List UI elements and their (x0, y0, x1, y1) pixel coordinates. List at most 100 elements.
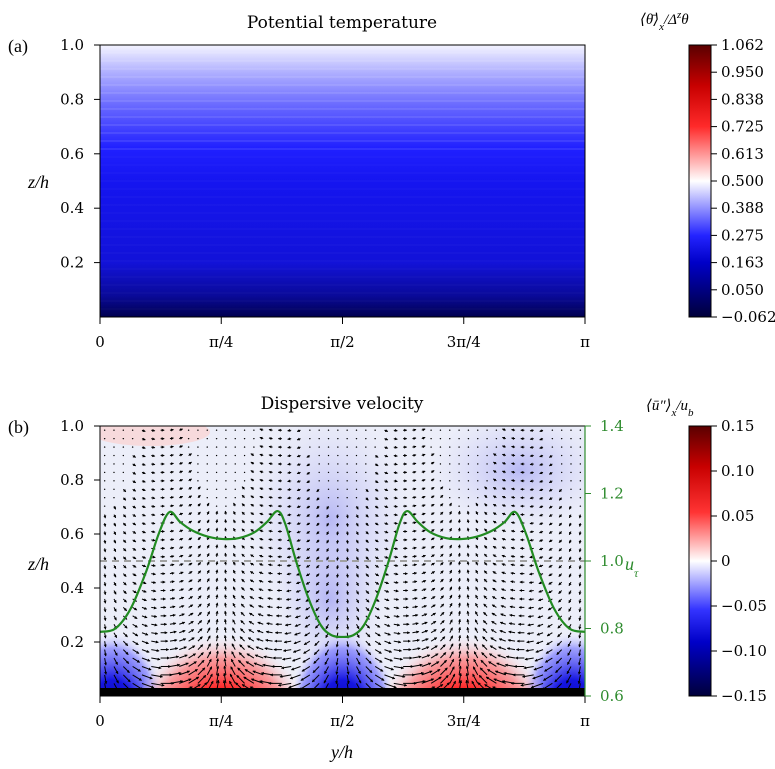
velocity-vector (290, 665, 301, 671)
velocity-vector (412, 571, 418, 575)
velocity-vector (122, 657, 130, 664)
velocity-vector (475, 578, 479, 583)
velocity-vector (365, 649, 372, 655)
velocity-vector (216, 679, 220, 692)
colorbar-tick-label: −0.15 (721, 687, 767, 705)
velocity-vector (141, 513, 146, 517)
velocity-vector (188, 562, 193, 566)
velocity-vector (482, 636, 488, 642)
velocity-vector (356, 683, 362, 694)
velocity-vector (262, 663, 273, 667)
velocity-vector (374, 471, 379, 475)
velocity-vector (215, 602, 219, 608)
velocity-vector (188, 545, 193, 549)
velocity-vector (421, 521, 426, 525)
velocity-vector (467, 437, 470, 440)
velocity-vector (467, 454, 470, 457)
velocity-vector (529, 445, 534, 449)
velocity-vector (225, 488, 227, 490)
velocity-vector (268, 453, 273, 457)
y-tick-label: 0.6 (60, 525, 84, 543)
velocity-vector (466, 642, 470, 650)
velocity-vector (287, 496, 292, 500)
velocity-vector (296, 522, 301, 525)
velocity-vector (393, 487, 398, 491)
velocity-vector (303, 640, 311, 646)
velocity-vector (355, 497, 358, 499)
velocity-vector (393, 640, 402, 644)
velocity-vector (179, 428, 184, 432)
velocity-vector (188, 486, 193, 491)
velocity-vector (141, 564, 147, 568)
panel-a: (a) Potential temperature 0 π/4 π/2 3π/4 π 0.… (8, 9, 775, 351)
velocity-vector (305, 606, 311, 611)
velocity-vector (484, 494, 488, 499)
velocity-vector (231, 635, 236, 642)
colorbar-tick-label: −0.05 (721, 597, 767, 615)
velocity-vector (316, 514, 320, 518)
velocity-vector (253, 662, 264, 667)
velocity-vector (305, 581, 311, 585)
velocity-vector (233, 519, 237, 524)
velocity-vector (225, 446, 227, 448)
velocity-vector (355, 556, 359, 561)
velocity-vector (510, 504, 516, 508)
velocity-vector (384, 471, 389, 475)
velocity-vector (481, 652, 488, 659)
velocity-vector (355, 505, 359, 510)
velocity-vector (215, 505, 218, 507)
velocity-vector (430, 668, 441, 676)
velocity-vector (327, 463, 330, 465)
velocity-vector (501, 580, 506, 583)
velocity-vector (529, 462, 534, 466)
velocity-vector (529, 530, 534, 534)
velocity-vector (103, 657, 107, 666)
velocity-vector (336, 598, 340, 604)
velocity-vector (197, 595, 202, 600)
velocity-vector (439, 454, 442, 457)
velocity-vector (315, 598, 320, 603)
velocity-vector (151, 640, 159, 644)
velocity-vector (466, 594, 470, 600)
velocity-vector (393, 428, 398, 432)
velocity-vector (197, 562, 202, 566)
velocity-vector (122, 649, 129, 655)
velocity-vector (440, 520, 444, 524)
velocity-vector (346, 429, 348, 431)
velocity-vector (384, 429, 389, 432)
velocity-vector (579, 488, 582, 490)
velocity-vector (374, 691, 383, 696)
velocity-vector (412, 504, 417, 508)
velocity-vector (179, 613, 185, 617)
velocity-vector (345, 539, 349, 544)
panel-b-y2label: uτ (625, 554, 639, 580)
velocity-vector (478, 674, 488, 684)
velocity-vector (122, 446, 125, 448)
velocity-vector (314, 691, 320, 696)
velocity-vector (430, 629, 437, 634)
velocity-vector (234, 497, 236, 499)
velocity-vector (551, 437, 554, 440)
velocity-vector (151, 504, 156, 508)
velocity-vector (151, 428, 156, 432)
velocity-vector (346, 674, 350, 685)
velocity-vector (365, 539, 369, 543)
velocity-vector (234, 429, 236, 431)
velocity-vector (374, 606, 380, 611)
velocity-vector (412, 470, 417, 474)
velocity-vector (384, 538, 389, 542)
velocity-vector (179, 638, 187, 642)
velocity-vector (232, 594, 236, 600)
velocity-vector (113, 514, 117, 519)
velocity-vector (215, 552, 219, 557)
velocity-vector (179, 495, 184, 499)
velocity-vector (335, 683, 339, 694)
velocity-vector (472, 673, 479, 684)
velocity-vector (355, 454, 358, 457)
velocity-vector (384, 623, 391, 627)
velocity-vector (412, 588, 418, 592)
velocity-vector (466, 527, 470, 532)
velocity-vector (482, 620, 488, 625)
velocity-vector (384, 505, 389, 508)
velocity-vector (296, 437, 301, 441)
